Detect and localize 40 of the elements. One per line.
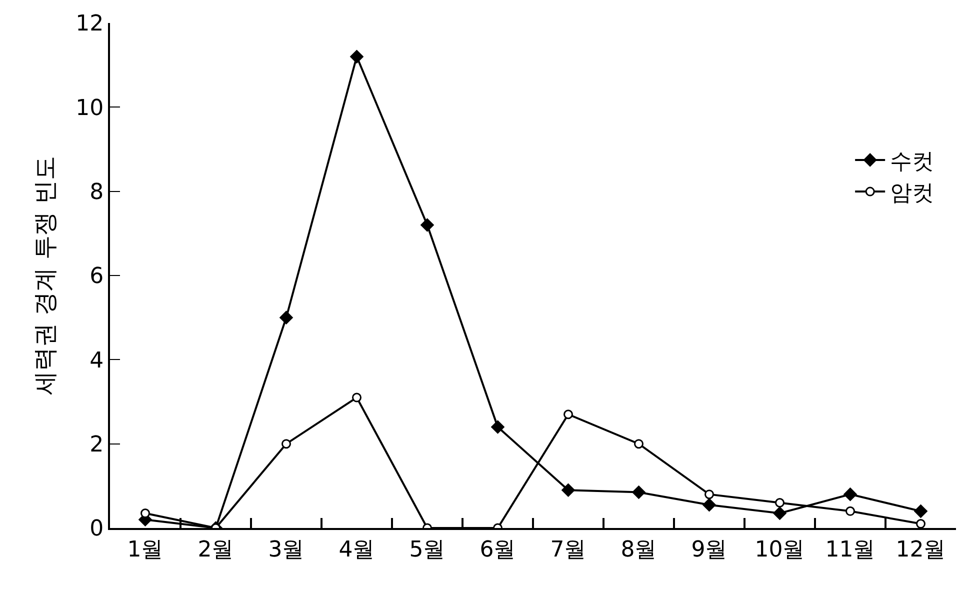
x-tick-label: 4월 bbox=[338, 537, 375, 562]
point bbox=[702, 498, 716, 512]
x-tick-label: 3월 bbox=[268, 537, 304, 562]
x-tick-label: 5월 bbox=[409, 537, 446, 562]
y-tick-label: 6 bbox=[90, 264, 104, 290]
x-tick-label: 9월 bbox=[691, 537, 728, 562]
legend-label: 암컷 bbox=[890, 181, 934, 206]
point bbox=[350, 50, 364, 64]
point bbox=[844, 488, 857, 501]
y-tick-label: 8 bbox=[90, 180, 104, 206]
point bbox=[632, 486, 646, 499]
y-axis-title: 세력권 경계 투쟁 빈도 bbox=[31, 156, 60, 395]
point bbox=[282, 439, 291, 449]
point bbox=[491, 420, 504, 434]
x-tick-label: 11월 bbox=[825, 537, 876, 562]
point bbox=[352, 392, 362, 402]
y-tick-label: 12 bbox=[76, 12, 104, 37]
point bbox=[280, 310, 293, 324]
point bbox=[773, 506, 786, 520]
point bbox=[704, 490, 714, 500]
x-tick-label: 12월 bbox=[896, 537, 946, 562]
point bbox=[564, 410, 573, 420]
point bbox=[846, 506, 855, 516]
point bbox=[634, 439, 644, 449]
y-tick-label: 2 bbox=[90, 432, 104, 458]
x-tick-label: 7월 bbox=[550, 537, 586, 562]
y-tick-label: 4 bbox=[90, 348, 104, 374]
x-tick-label: 10월 bbox=[754, 537, 805, 562]
point bbox=[916, 519, 926, 528]
point bbox=[420, 218, 434, 232]
point bbox=[914, 504, 928, 518]
x-tick-label: 1월 bbox=[127, 537, 164, 562]
point bbox=[775, 498, 784, 508]
x-tick-label: 8월 bbox=[620, 537, 657, 562]
y-tick-label: 0 bbox=[90, 516, 104, 542]
y-tick-label: 10 bbox=[76, 96, 104, 121]
x-tick-label: 2월 bbox=[198, 537, 234, 562]
x-tick-label: 6월 bbox=[480, 537, 516, 562]
point bbox=[562, 484, 575, 497]
legend-label: 수컷 bbox=[890, 150, 934, 175]
